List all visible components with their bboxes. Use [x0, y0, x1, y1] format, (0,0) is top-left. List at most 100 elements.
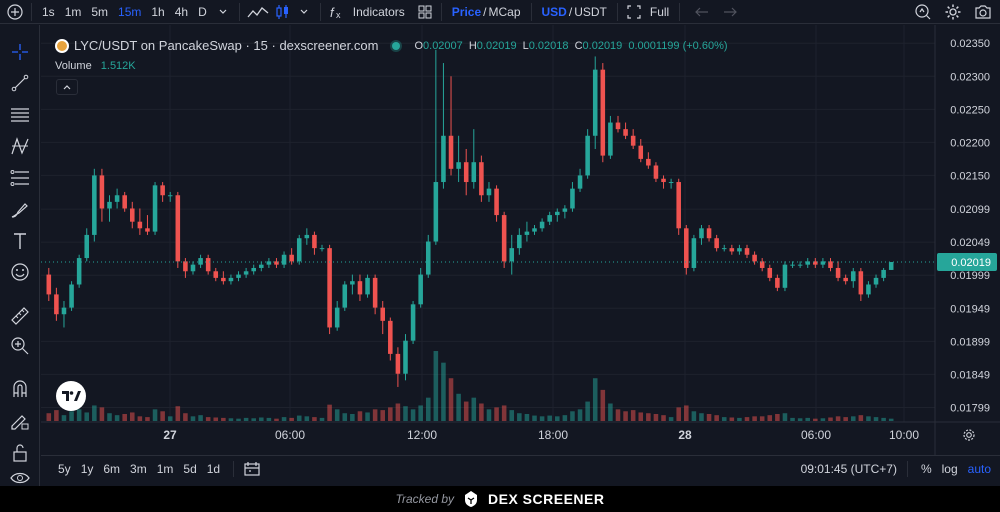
interval-1s[interactable]: 1s: [42, 4, 55, 19]
candle-body: [843, 277, 848, 282]
layout-grid-icon[interactable]: [414, 1, 436, 23]
clock[interactable]: 09:01:45 (UTC+7): [800, 461, 897, 476]
time-tick-label: 12:00: [407, 428, 437, 442]
full-button[interactable]: Full: [649, 4, 670, 19]
zoom-in-icon[interactable]: [8, 334, 32, 358]
interval-1d[interactable]: D: [198, 4, 207, 19]
eye-icon[interactable]: [8, 471, 32, 485]
volume-bar: [198, 415, 203, 421]
candle-body: [114, 195, 120, 202]
dexscreener-brand[interactable]: DEX SCREENER: [488, 491, 605, 507]
undo-icon[interactable]: [691, 1, 713, 23]
candle-body: [433, 182, 439, 242]
collapse-legend-button[interactable]: [56, 79, 78, 95]
range-1m[interactable]: 1m: [156, 461, 174, 476]
volume-bar: [259, 417, 264, 421]
divider: [31, 2, 32, 21]
divider: [440, 2, 442, 21]
tradingview-logo[interactable]: [56, 381, 86, 411]
ohlc-high-value: 0.02019: [476, 39, 517, 52]
volume-bar: [638, 412, 644, 421]
usdt-toggle[interactable]: USDT: [574, 4, 607, 19]
candles-icon[interactable]: [271, 1, 293, 23]
gear-icon[interactable]: [942, 1, 964, 23]
ohlc-open-label: O: [414, 39, 424, 52]
candle-body: [782, 264, 788, 288]
chart-legend: LYC/USDT on PancakeSwap · 15 · dexscreen…: [55, 38, 728, 53]
mcap-toggle[interactable]: MCap: [488, 4, 521, 19]
candle-body: [820, 261, 826, 265]
market-status-icon: [392, 41, 401, 50]
volume-bar: [441, 362, 446, 421]
candle-body: [866, 284, 871, 295]
auto-toggle[interactable]: auto: [967, 461, 991, 476]
trend-line-icon[interactable]: [8, 71, 32, 95]
camera-icon[interactable]: [972, 1, 994, 23]
candle-body: [486, 188, 492, 196]
range-5d[interactable]: 5d: [183, 461, 197, 476]
interval-1h[interactable]: 1h: [151, 4, 165, 19]
volume-bar: [388, 407, 393, 421]
usd-toggle[interactable]: USD: [541, 4, 567, 19]
add-symbol-icon[interactable]: [4, 1, 26, 23]
crosshair-icon[interactable]: [8, 40, 32, 64]
date-range-icon[interactable]: [242, 459, 262, 479]
ohlc-low-value: 0.02018: [528, 39, 569, 52]
candle-body: [312, 234, 317, 249]
line-chart-icon[interactable]: [245, 1, 271, 23]
candle-body: [365, 277, 370, 295]
candle-body: [752, 254, 757, 262]
redo-icon[interactable]: [719, 1, 741, 23]
volume-bar: [623, 411, 628, 421]
time-tick-label: 28: [678, 428, 692, 442]
volume-bar: [797, 418, 803, 421]
text-icon[interactable]: [8, 229, 32, 253]
candle-body: [213, 271, 219, 278]
pencil-lock-icon[interactable]: [8, 409, 32, 433]
interval-1m[interactable]: 1m: [64, 4, 82, 19]
volume-bar: [668, 417, 674, 421]
price-tick-label: 0.02049: [950, 237, 990, 249]
interval-4h[interactable]: 4h: [174, 4, 189, 19]
volume-bar: [744, 417, 750, 421]
volume-bar: [425, 397, 431, 421]
chevron-down-icon[interactable]: [293, 1, 315, 23]
magnet-icon[interactable]: [8, 377, 32, 401]
interval-5m[interactable]: 5m: [91, 4, 109, 19]
axis-settings-icon[interactable]: [962, 428, 978, 444]
volume-bar: [236, 418, 241, 421]
volume-bar: [501, 405, 507, 421]
ruler-icon[interactable]: [8, 304, 32, 328]
volume-bar: [577, 409, 583, 421]
horizontal-lines-icon[interactable]: [8, 103, 32, 127]
range-1d[interactable]: 1d: [206, 461, 221, 476]
range-5y[interactable]: 5y: [58, 461, 71, 476]
candle-body: [54, 294, 59, 315]
pattern-icon[interactable]: [8, 134, 32, 158]
ohlc-open-value: 0.02007: [423, 39, 463, 52]
volume-bar: [684, 405, 689, 421]
candle-body: [729, 248, 735, 252]
volume-bar: [334, 409, 340, 421]
range-3m[interactable]: 3m: [130, 461, 147, 476]
range-1y[interactable]: 1y: [80, 461, 94, 476]
fib-icon[interactable]: [8, 166, 32, 190]
indicators-button[interactable]: Indicators: [352, 4, 405, 19]
chevron-down-icon[interactable]: [212, 1, 234, 23]
snapshot-icon[interactable]: [912, 1, 934, 23]
volume-bar: [888, 418, 894, 421]
dexscreener-logo-icon: [462, 490, 480, 508]
lock-icon[interactable]: [8, 441, 32, 465]
fullscreen-icon[interactable]: [623, 1, 645, 23]
percent-toggle[interactable]: %: [920, 461, 932, 476]
brush-icon[interactable]: [8, 198, 32, 222]
range-6m[interactable]: 6m: [103, 461, 121, 476]
log-toggle[interactable]: log: [941, 461, 958, 476]
interval-15m[interactable]: 15m: [118, 4, 142, 19]
volume-bar: [54, 410, 59, 421]
price-toggle[interactable]: Price: [451, 4, 482, 19]
emoji-icon[interactable]: [8, 260, 32, 284]
